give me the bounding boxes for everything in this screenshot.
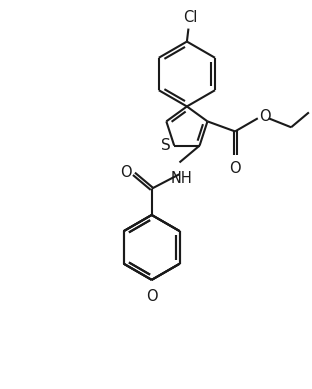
Text: S: S [161,138,170,153]
Text: Cl: Cl [183,10,197,25]
Text: O: O [146,289,158,303]
Text: O: O [120,165,132,180]
Text: O: O [259,109,271,124]
Text: NH: NH [170,171,192,186]
Text: O: O [229,161,241,176]
